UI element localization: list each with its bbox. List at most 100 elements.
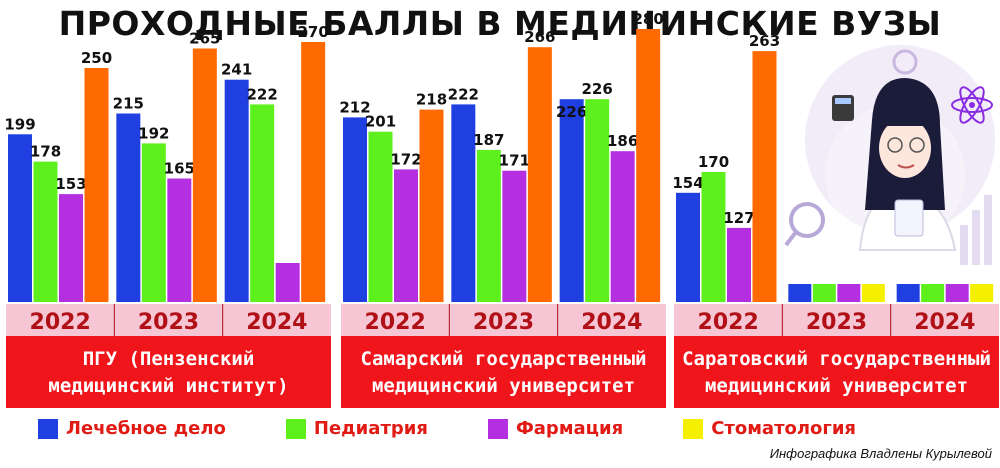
legend-label-pediatria: Педиатрия [313, 418, 428, 439]
bar [419, 109, 444, 302]
data-label: 153 [55, 175, 86, 193]
bar [585, 99, 610, 302]
data-label: 222 [448, 85, 479, 103]
year-label: 2023 [473, 310, 534, 335]
bar [368, 131, 393, 302]
year-label: 2022 [365, 310, 426, 335]
legend-item-pediatria: Педиатрия [285, 418, 428, 439]
data-label: 154 [672, 174, 703, 192]
empty-bar [945, 284, 969, 302]
bar [33, 161, 58, 302]
chart-title: ПРОХОДНЫЕ БАЛЛЫ В МЕДИЦИНСКИЕ ВУЗЫ [58, 4, 942, 43]
bar [476, 149, 501, 302]
bar [727, 227, 751, 302]
bar [451, 104, 476, 303]
legend-item-stomatologia: Стоматология [683, 418, 856, 439]
legend-label-stomatologia: Стоматология [711, 418, 856, 439]
data-label: 212 [339, 98, 370, 116]
bar [8, 134, 32, 302]
data-label: 187 [473, 131, 504, 149]
bar [502, 170, 527, 302]
bar [701, 172, 726, 302]
empty-bar [788, 284, 812, 302]
credit-text: Инфографика Владлены Курылевой [769, 446, 992, 461]
data-label: 171 [499, 152, 530, 170]
data-label: 263 [749, 32, 780, 50]
data-label: 270 [298, 23, 329, 41]
year-band [341, 304, 666, 336]
university-label: Самарский государственный [361, 348, 647, 370]
year-label: 2023 [138, 310, 199, 335]
data-label: 201 [365, 113, 396, 131]
data-label: 215 [113, 95, 144, 113]
year-band [674, 304, 999, 336]
university-label: медицинский университет [705, 375, 968, 397]
legend: Лечебное дело Педиатрия Фармация Стомато… [38, 418, 916, 439]
university-label: медицинский университет [372, 375, 635, 397]
bar [116, 113, 141, 302]
bar [84, 68, 109, 302]
data-label: 186 [607, 132, 638, 150]
university-label: Саратовский государственный [682, 348, 991, 370]
data-label: 266 [524, 28, 555, 46]
data-label: 165 [164, 160, 195, 178]
bar [192, 48, 217, 302]
legend-swatch-pediatria [285, 418, 306, 439]
university-band [674, 336, 999, 408]
year-band [6, 304, 331, 336]
bar [224, 79, 249, 302]
year-label: 2022 [30, 310, 91, 335]
data-label: 265 [189, 30, 220, 48]
data-label: 172 [390, 150, 421, 168]
legend-item-farmacia: Фармация [487, 418, 624, 439]
year-label: 2024 [581, 310, 642, 335]
data-label: 192 [138, 124, 169, 142]
bar [752, 51, 777, 302]
scientist-illustration [784, 45, 995, 265]
bar [636, 29, 661, 302]
data-label: 280 [633, 10, 664, 28]
legend-swatch-farmacia [487, 418, 508, 439]
university-label: медицинский институт) [48, 375, 288, 397]
data-label: 250 [81, 49, 112, 67]
bar [559, 99, 584, 302]
bar [394, 169, 418, 302]
bar [275, 263, 300, 302]
year-label: 2024 [246, 310, 307, 335]
empty-bar [970, 284, 994, 302]
empty-bar [896, 284, 920, 302]
year-label: 2023 [806, 310, 867, 335]
legend-swatch-stomatologia [683, 418, 704, 439]
bar [527, 47, 552, 303]
bar [610, 151, 635, 302]
data-label: 222 [247, 85, 278, 103]
empty-bar [837, 284, 861, 302]
empty-bar [921, 284, 945, 302]
legend-swatch-lechebnoe [38, 418, 58, 439]
data-label: 199 [4, 115, 35, 133]
year-label: 2024 [914, 310, 975, 335]
legend-item-lechebnoe: Лечебное дело [38, 418, 226, 439]
legend-label-farmacia: Фармация [515, 418, 624, 439]
university-label: ПГУ (Пензенский [83, 348, 255, 370]
data-label: 127 [723, 209, 754, 227]
data-label: 226 [556, 103, 587, 121]
year-label: 2022 [698, 310, 759, 335]
bar [167, 178, 192, 302]
university-band [6, 336, 331, 408]
bar [343, 117, 367, 303]
data-label: 218 [416, 91, 447, 109]
bar [141, 143, 166, 302]
bar [676, 192, 700, 302]
data-label: 178 [30, 143, 61, 161]
bar [250, 104, 275, 303]
data-label: 241 [221, 61, 252, 79]
data-label: 226 [582, 80, 613, 98]
empty-bar [861, 284, 885, 302]
legend-label-lechebnoe: Лечебное дело [66, 418, 226, 439]
university-band [341, 336, 666, 408]
data-label: 170 [698, 153, 729, 171]
bar [59, 194, 83, 302]
bar [301, 42, 326, 302]
